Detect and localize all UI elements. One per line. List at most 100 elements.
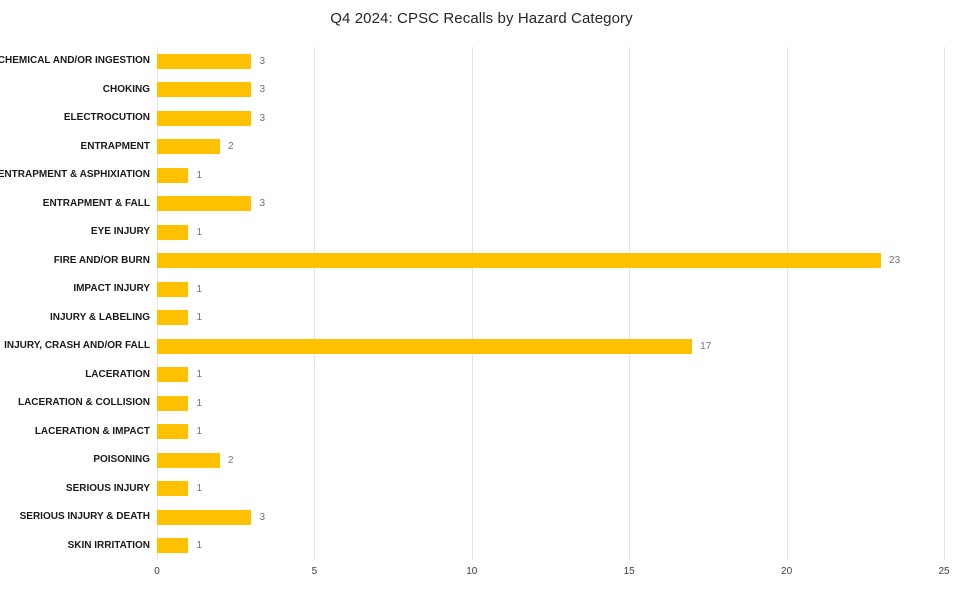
- bar-row: 3: [157, 503, 944, 532]
- x-tick-label: 5: [311, 566, 318, 577]
- bar-row: 1: [157, 361, 944, 390]
- category-row: CHOKING: [0, 76, 150, 105]
- x-axis: 0 5 10 15 20 25: [154, 566, 949, 582]
- category-label: ENTRAPMENT & ASPHIXIATION: [0, 169, 150, 180]
- category-row: INJURY & LABELING: [0, 304, 150, 333]
- plot-area: [157, 47, 945, 560]
- bars-container: 3 3 3 2 1 3 1 23 1 1 17 1 1 1 2 1 3 1: [157, 47, 944, 560]
- bar: [157, 167, 189, 183]
- bar-row: 1: [157, 475, 944, 504]
- bar: [157, 224, 189, 240]
- category-row: ENTRAPMENT & ASPHIXIATION: [0, 161, 150, 190]
- value-label: 2: [227, 141, 234, 153]
- category-row: SERIOUS INJURY & DEATH: [0, 503, 150, 532]
- value-label: 3: [259, 84, 265, 96]
- value-label: 1: [196, 169, 203, 181]
- bar-row: 1: [157, 532, 944, 561]
- value-label: 1: [196, 483, 203, 495]
- value-label: 1: [196, 226, 203, 238]
- gridline: [786, 47, 788, 560]
- x-tick-label: 0: [154, 566, 160, 577]
- value-label: 23: [889, 255, 901, 267]
- bar: [157, 338, 693, 354]
- bar-row: 17: [157, 332, 944, 361]
- bar-row: 1: [157, 418, 944, 447]
- value-label: 3: [259, 112, 265, 124]
- bar: [157, 452, 220, 468]
- category-row: LACERATION & COLLISION: [0, 389, 150, 418]
- value-label: 1: [196, 426, 203, 438]
- value-label: 1: [196, 283, 203, 295]
- category-row: ENTRAPMENT: [0, 133, 150, 162]
- bar-row: 3: [157, 47, 944, 76]
- category-row: ENTRAPMENT & FALL: [0, 190, 150, 219]
- bar: [157, 509, 252, 525]
- category-row: ELECTROCUTION: [0, 104, 150, 133]
- x-tick-label: 15: [623, 566, 635, 577]
- gridline: [314, 47, 316, 560]
- bar: [157, 310, 189, 326]
- bar: [157, 481, 189, 497]
- bar: [157, 367, 189, 383]
- bar: [157, 196, 252, 212]
- gridline: [157, 47, 158, 560]
- bar-row: 2: [157, 446, 944, 475]
- bar-row: 1: [157, 304, 944, 333]
- category-row: EYE INJURY: [0, 218, 150, 247]
- x-tick-label: 10: [466, 566, 478, 577]
- value-label: 3: [259, 511, 265, 523]
- value-label: 1: [196, 540, 203, 552]
- bar-row: 1: [157, 389, 944, 418]
- gridline: [944, 47, 945, 560]
- category-row: IMPACT INJURY: [0, 275, 150, 304]
- category-row: SKIN IRRITATION: [0, 532, 150, 561]
- gridline: [471, 47, 473, 560]
- value-label: 1: [196, 397, 203, 409]
- category-label: FIRE AND/OR BURN: [53, 254, 150, 266]
- gridline: [629, 47, 631, 560]
- category-label: LACERATION & IMPACT: [34, 425, 150, 437]
- bar: [157, 395, 189, 411]
- bar-row: 23: [157, 247, 944, 276]
- bar: [157, 424, 189, 440]
- category-row: FIRE AND/OR BURN: [0, 247, 150, 276]
- bar: [157, 53, 252, 69]
- value-label: 1: [196, 312, 203, 324]
- category-label: POISONING: [93, 454, 150, 465]
- x-tick-label: 20: [781, 566, 793, 577]
- bar-row: 1: [157, 161, 944, 190]
- category-label: LACERATION: [85, 368, 150, 380]
- bar-row: 3: [157, 190, 944, 219]
- bar-row: 1: [157, 218, 944, 247]
- category-row: LACERATION: [0, 361, 150, 390]
- bar: [157, 538, 189, 554]
- category-row: INJURY, CRASH AND/OR FALL: [0, 332, 150, 361]
- value-label: 3: [259, 55, 265, 67]
- chart-title: Q4 2024: CPSC Recalls by Hazard Category: [330, 10, 633, 27]
- category-row: CHEMICAL AND/OR INGESTION: [0, 47, 150, 76]
- category-label: INJURY, CRASH AND/OR FALL: [4, 340, 150, 351]
- bar-row: 1: [157, 275, 944, 304]
- value-label: 1: [196, 369, 203, 381]
- bar-row: 3: [157, 104, 944, 133]
- value-label: 2: [227, 454, 234, 466]
- bar: [157, 82, 252, 98]
- category-row: SERIOUS INJURY: [0, 475, 150, 504]
- category-label: ELECTROCUTION: [63, 112, 150, 123]
- category-row: LACERATION & IMPACT: [0, 418, 150, 447]
- x-tick-label: 25: [938, 566, 950, 577]
- category-label: INJURY & LABELING: [49, 311, 150, 323]
- value-label: 3: [259, 198, 265, 210]
- category-label: IMPACT INJURY: [73, 283, 150, 294]
- category-label: SKIN IRRITATION: [67, 539, 150, 551]
- category-label: ENTRAPMENT & FALL: [42, 197, 150, 209]
- bar-row: 3: [157, 76, 944, 105]
- bar: [157, 253, 882, 269]
- category-label: CHEMICAL AND/OR INGESTION: [0, 55, 150, 66]
- category-label: SERIOUS INJURY: [65, 482, 150, 494]
- category-label: SERIOUS INJURY & DEATH: [19, 511, 150, 522]
- category-label: LACERATION & COLLISION: [17, 397, 150, 408]
- bar-row: 2: [157, 133, 944, 162]
- value-label: 17: [700, 340, 712, 352]
